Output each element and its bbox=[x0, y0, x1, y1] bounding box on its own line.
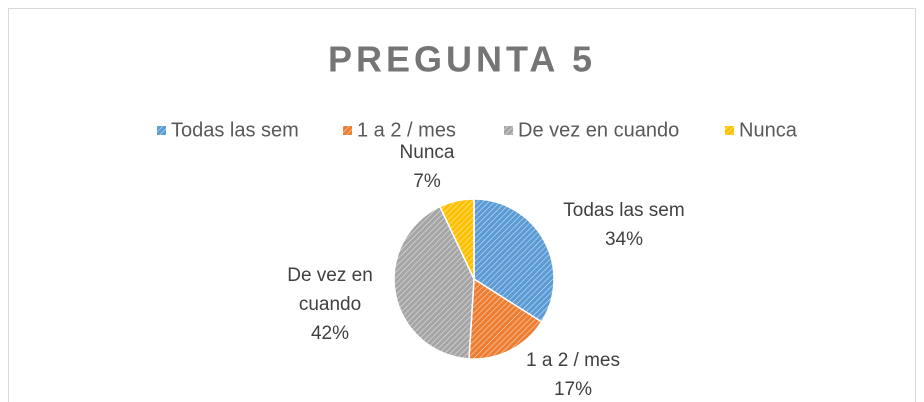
data-label-text: De vez en cuando bbox=[287, 265, 373, 315]
data-label-text: 42% bbox=[310, 323, 350, 344]
pie-slice bbox=[393, 205, 475, 360]
data-label: Todas las sem 34% bbox=[544, 196, 704, 254]
legend-marker bbox=[504, 126, 513, 135]
data-label-text: 1 a 2 / mes bbox=[526, 350, 620, 371]
pie-slice bbox=[438, 198, 475, 280]
legend-marker bbox=[343, 126, 352, 135]
legend-label: De vez en cuando bbox=[518, 119, 679, 141]
data-label: De vez en cuando 42% bbox=[275, 261, 385, 348]
data-label: 1 a 2 / mes 17% bbox=[493, 346, 653, 402]
legend-marker bbox=[725, 126, 734, 135]
legend-label: Todas las sem bbox=[171, 119, 299, 141]
legend-marker bbox=[157, 126, 166, 135]
chart-title: PREGUNTA 5 bbox=[328, 39, 596, 80]
data-label-text: 34% bbox=[604, 229, 644, 250]
data-label-text: Todas las sem bbox=[563, 200, 685, 221]
legend-label: Nunca bbox=[739, 119, 798, 141]
pie-slice bbox=[468, 277, 543, 360]
data-label: Nunca 7% bbox=[347, 138, 507, 196]
data-label-text: 7% bbox=[413, 171, 441, 192]
data-label-text: 17% bbox=[553, 379, 593, 400]
data-label-text: Nunca bbox=[399, 142, 455, 163]
legend-label: 1 a 2 / mes bbox=[357, 119, 456, 141]
